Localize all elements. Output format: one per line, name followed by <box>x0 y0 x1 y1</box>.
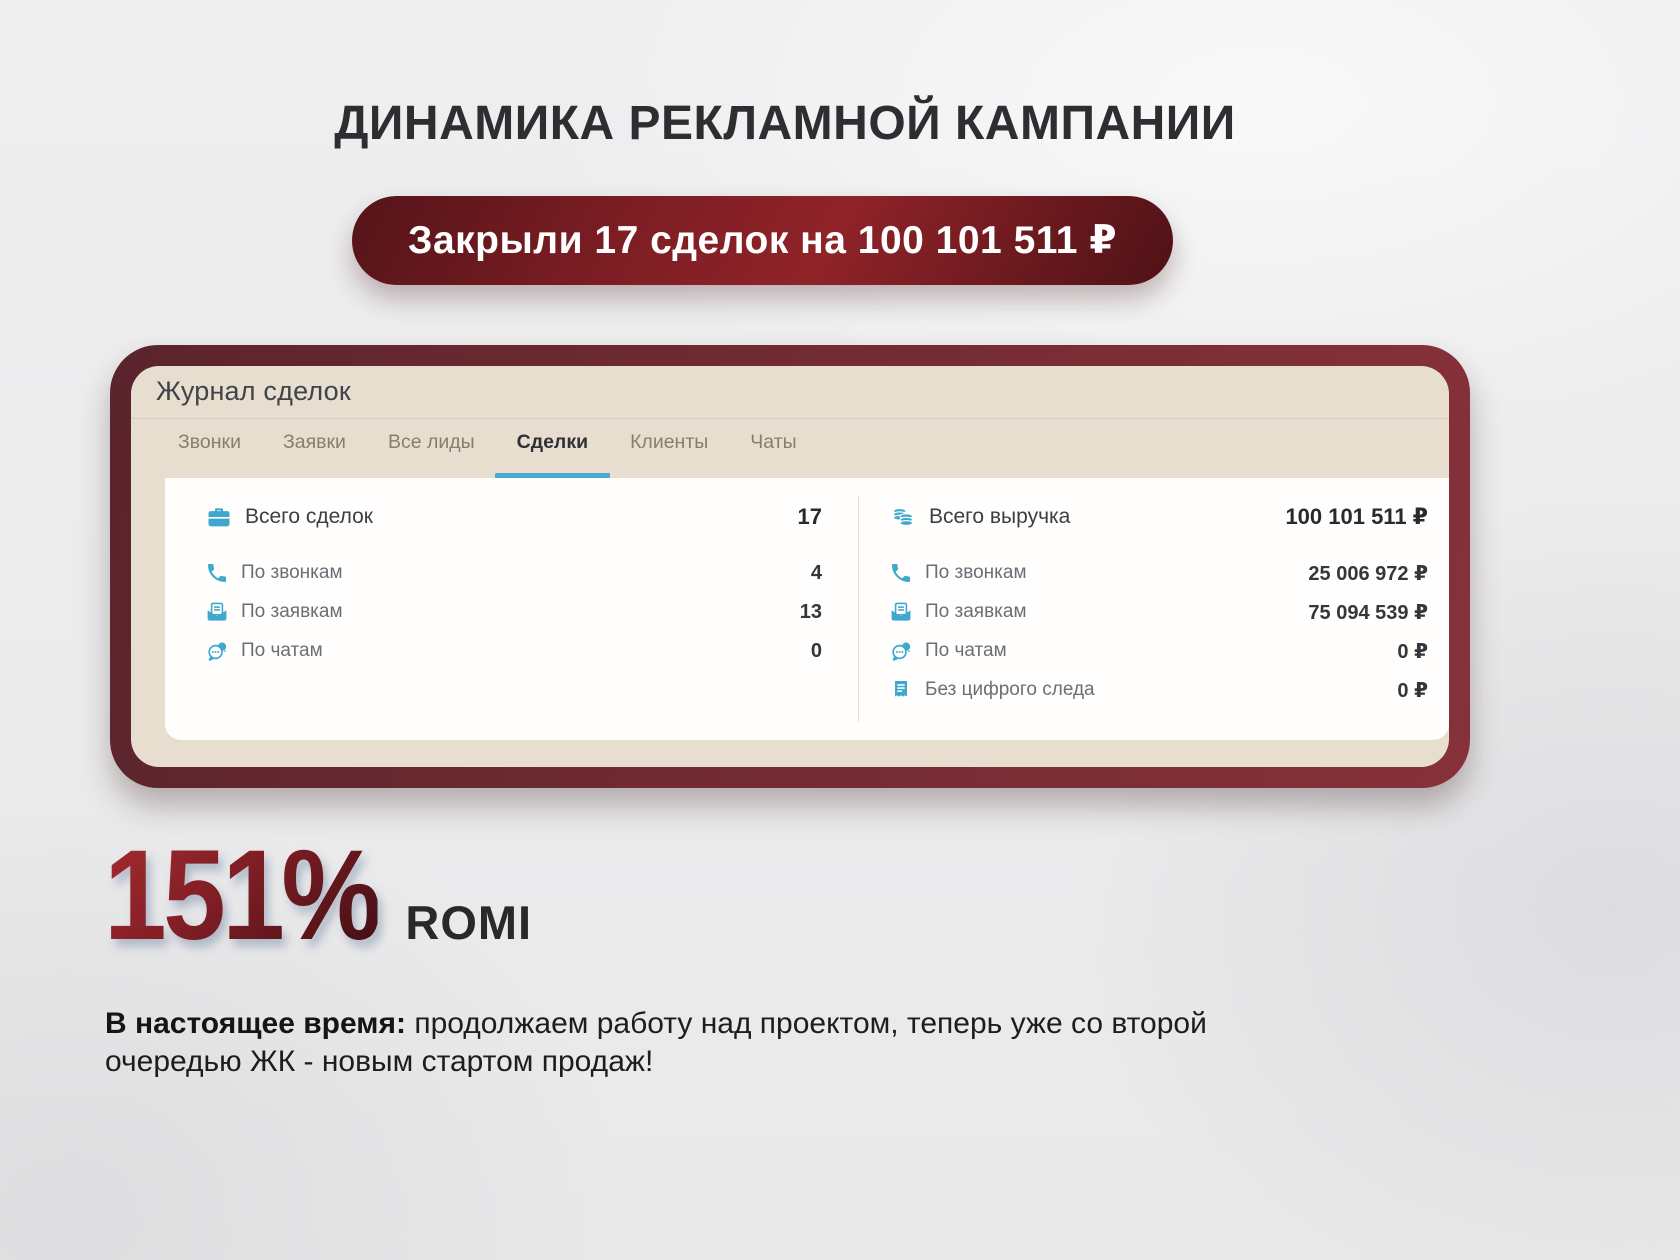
stat-value: 0 ₽ <box>1397 640 1428 663</box>
tab-clients[interactable]: Клиенты <box>630 431 709 453</box>
stat-row-by-calls-revenue: По звонкам 25 006 972 ₽ <box>889 556 1428 590</box>
stat-label: По заявкам <box>241 601 343 622</box>
stat-label: По звонкам <box>241 562 343 583</box>
stat-row-by-requests: По заявкам 13 <box>205 595 822 629</box>
stat-value: 0 ₽ <box>1397 679 1428 702</box>
roi-value: 151% <box>104 824 382 967</box>
stat-value: 13 <box>799 600 822 623</box>
header-divider <box>131 418 1449 419</box>
stat-label: Всего выручка <box>929 505 1071 528</box>
stat-row-no-digital-trace: Без цифрого следа 0 ₽ <box>889 673 1428 707</box>
tab-chats[interactable]: Чаты <box>750 431 797 453</box>
tab-bar: Звонки Заявки Все лиды Сделки Клиенты Ча… <box>178 431 797 478</box>
tab-requests[interactable]: Заявки <box>282 431 346 453</box>
stat-label: По чатам <box>241 640 323 661</box>
stat-label: Без цифрого следа <box>925 679 1095 700</box>
status-note: В настоящее время: продолжаем работу над… <box>105 1005 1315 1082</box>
stat-label: По заявкам <box>925 601 1027 622</box>
status-note-lead: В настоящее время: <box>105 1007 406 1040</box>
tab-calls[interactable]: Звонки <box>178 431 241 453</box>
chat-icon <box>889 639 913 663</box>
phone-icon <box>889 561 913 585</box>
stats-panel: Всего сделок 17 По звонкам 4 <box>165 478 1449 740</box>
title-wrap: ДИНАМИКА РЕКЛАМНОЙ КАМПАНИИ <box>60 96 1510 151</box>
stat-label: Всего сделок <box>245 505 373 528</box>
stat-value: 17 <box>797 504 822 529</box>
stat-label: По звонкам <box>925 562 1027 583</box>
stat-value: 25 006 972 ₽ <box>1308 562 1428 585</box>
crm-screenshot-card: Журнал сделок Звонки Заявки Все лиды Сде… <box>110 345 1470 788</box>
stat-value: 0 <box>810 639 822 662</box>
stat-value: 4 <box>810 561 822 584</box>
stat-row-by-requests-revenue: По заявкам 75 094 539 ₽ <box>889 595 1428 629</box>
roi-block: 151% ROMI <box>104 832 532 960</box>
stat-row-by-chats-revenue: По чатам 0 ₽ <box>889 634 1428 668</box>
tab-all-leads[interactable]: Все лиды <box>387 431 475 453</box>
briefcase-icon <box>205 503 233 531</box>
stat-value: 100 101 511 ₽ <box>1285 504 1428 529</box>
envelope-icon <box>205 600 229 624</box>
envelope-icon <box>889 600 913 624</box>
deals-summary-badge: Закрыли 17 сделок на 100 101 511 ₽ <box>352 196 1173 285</box>
phone-icon <box>205 561 229 585</box>
stat-row-by-chats: По чатам 0 <box>205 634 822 668</box>
tab-deals[interactable]: Сделки <box>494 431 611 478</box>
pill-wrap: Закрыли 17 сделок на 100 101 511 ₽ <box>60 196 1465 285</box>
crm-window-title: Журнал сделок <box>156 376 351 406</box>
crm-window: Журнал сделок Звонки Заявки Все лиды Сде… <box>131 366 1449 767</box>
roi-label: ROMI <box>405 896 533 949</box>
stat-row-total-deals: Всего сделок 17 <box>205 500 822 534</box>
page-title: ДИНАМИКА РЕКЛАМНОЙ КАМПАНИИ <box>334 97 1236 150</box>
receipt-icon <box>889 678 913 702</box>
stat-row-by-calls: По звонкам 4 <box>205 556 822 590</box>
coins-icon <box>889 503 917 531</box>
stat-value: 75 094 539 ₽ <box>1308 601 1428 624</box>
stat-label: По чатам <box>925 640 1007 661</box>
status-note-text: продолжаем работу над проектом, теперь у… <box>105 1007 1207 1079</box>
column-divider <box>858 496 859 722</box>
chat-icon <box>205 639 229 663</box>
stat-row-total-revenue: Всего выручка 100 101 511 ₽ <box>889 500 1428 534</box>
